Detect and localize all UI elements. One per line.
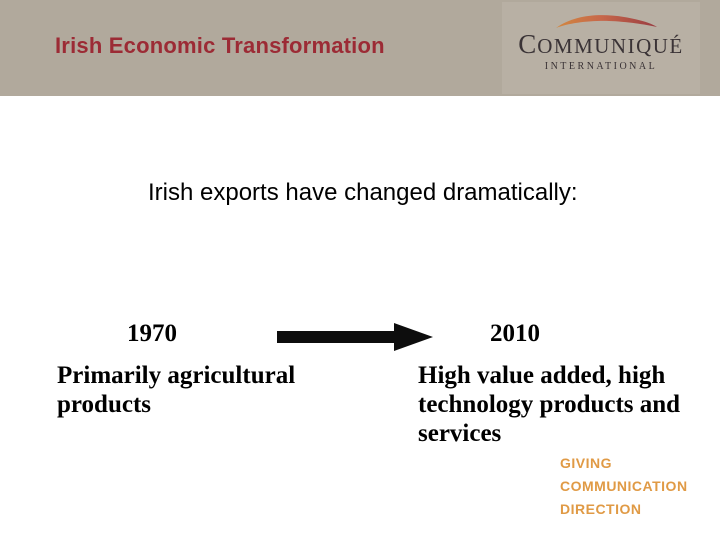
intro-statement: Irish exports have changed dramatically: [148, 179, 578, 206]
company-logo: COMMUNIQUÉ INTERNATIONAL [502, 2, 700, 94]
timeline-arrow-shaft [277, 331, 394, 343]
year-2010-label: 2010 [490, 320, 540, 347]
column-2010-line-2: technology products and [418, 391, 681, 418]
column-2010-line-1: High value added, high [418, 362, 666, 389]
header-band: Irish Economic Transformation COMMUNIQUÉ [0, 0, 720, 96]
logo-swoosh-icon [554, 11, 659, 33]
tagline-line-2: COMMUNICATION [560, 478, 688, 494]
column-1970-line-1: Primarily agricultural [57, 362, 296, 389]
brand-tagline: GIVING COMMUNICATION DIRECTION [560, 452, 688, 521]
logo-subtitle: INTERNATIONAL [544, 61, 658, 72]
logo-wordmark: COMMUNIQUÉ [518, 31, 684, 58]
slide-title: Irish Economic Transformation [55, 33, 385, 58]
tagline-line-1: GIVING [560, 455, 613, 471]
year-1970-label: 1970 [127, 320, 177, 347]
column-2010-line-3: services [418, 420, 502, 447]
timeline-arrow-head-icon [394, 323, 433, 351]
tagline-line-3: DIRECTION [560, 501, 642, 517]
column-1970-line-2: products [57, 391, 152, 418]
logo-wordmark-rest: OMMUNIQUÉ [537, 34, 684, 58]
logo-wordmark-initial: C [518, 29, 538, 59]
column-1970-description: Primarily agricultural products [57, 361, 295, 419]
column-2010-description: High value added, high technology produc… [418, 361, 680, 448]
